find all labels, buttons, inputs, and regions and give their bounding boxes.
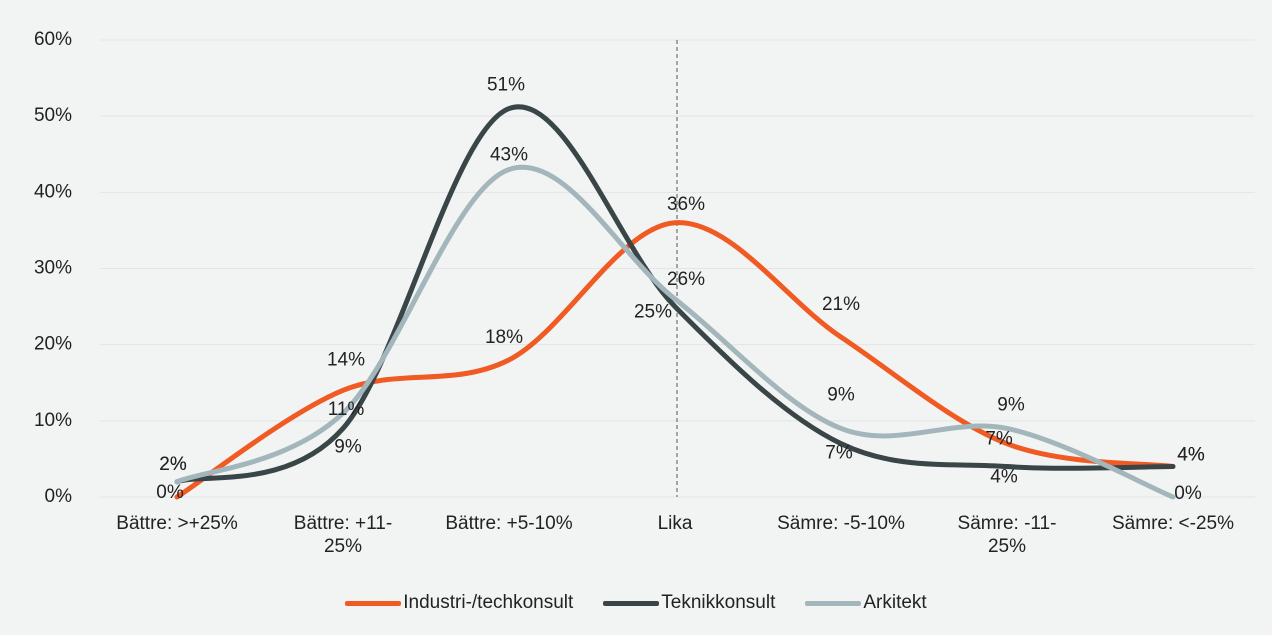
x-tick-label: Bättre: >+25% <box>116 513 238 534</box>
data-label: 7% <box>825 443 853 464</box>
data-label: 11% <box>328 399 365 420</box>
data-label: 2% <box>159 454 187 475</box>
data-label: 4% <box>1177 445 1205 466</box>
data-label: 0% <box>156 482 184 503</box>
legend-label: Arkitekt <box>863 592 927 613</box>
x-tick-label: Bättre: +5-10% <box>445 513 573 534</box>
data-label: 2% <box>159 454 187 475</box>
data-label: 9% <box>827 384 855 405</box>
data-label: 14% <box>327 349 365 370</box>
y-tick-label: 30% <box>34 258 72 279</box>
x-tick-label: Lika <box>657 513 693 534</box>
data-label: 4% <box>1177 445 1205 466</box>
data-label: 0% <box>1174 483 1202 504</box>
legend-swatch <box>805 600 862 606</box>
data-label: 9% <box>334 436 362 457</box>
data-label: 51% <box>487 75 525 96</box>
y-tick-label: 0% <box>45 486 73 507</box>
data-label: 7% <box>985 429 1013 450</box>
y-tick-label: 60% <box>34 29 72 50</box>
data-label: 43% <box>490 144 528 165</box>
y-tick-label: 10% <box>34 410 72 431</box>
legend-label: Industri-/techkonsult <box>403 592 574 613</box>
data-label: 25% <box>634 302 672 323</box>
y-tick-label: 40% <box>34 181 72 202</box>
x-tick-label: Sämre: -11- 25% <box>957 513 1057 557</box>
series-line <box>174 220 1176 500</box>
y-tick-label: 50% <box>34 105 72 126</box>
y-tick-label: 20% <box>34 334 72 355</box>
legend-swatch <box>603 600 660 606</box>
x-tick-label: Sämre: -5-10% <box>777 513 905 534</box>
data-label: 36% <box>667 194 705 215</box>
x-tick-label: Bättre: +11- 25% <box>293 513 393 557</box>
data-label: 18% <box>485 327 523 348</box>
legend: Industri-/techkonsult Teknikkonsult Arkite… <box>0 592 1272 614</box>
legend-item: Arkitekt <box>805 592 927 614</box>
data-label: 21% <box>822 294 860 315</box>
legend-item: Industri-/techkonsult <box>345 592 573 614</box>
legend-label: Teknikkonsult <box>661 592 776 613</box>
x-tick-label: Sämre: <-25% <box>1112 513 1234 534</box>
data-label: 4% <box>990 467 1018 488</box>
series-line <box>174 164 1176 500</box>
data-label: 9% <box>997 394 1025 415</box>
series-line <box>174 104 1176 485</box>
legend-item: Teknikkonsult <box>603 592 775 614</box>
data-label: 26% <box>667 269 705 290</box>
legend-swatch <box>345 600 402 606</box>
